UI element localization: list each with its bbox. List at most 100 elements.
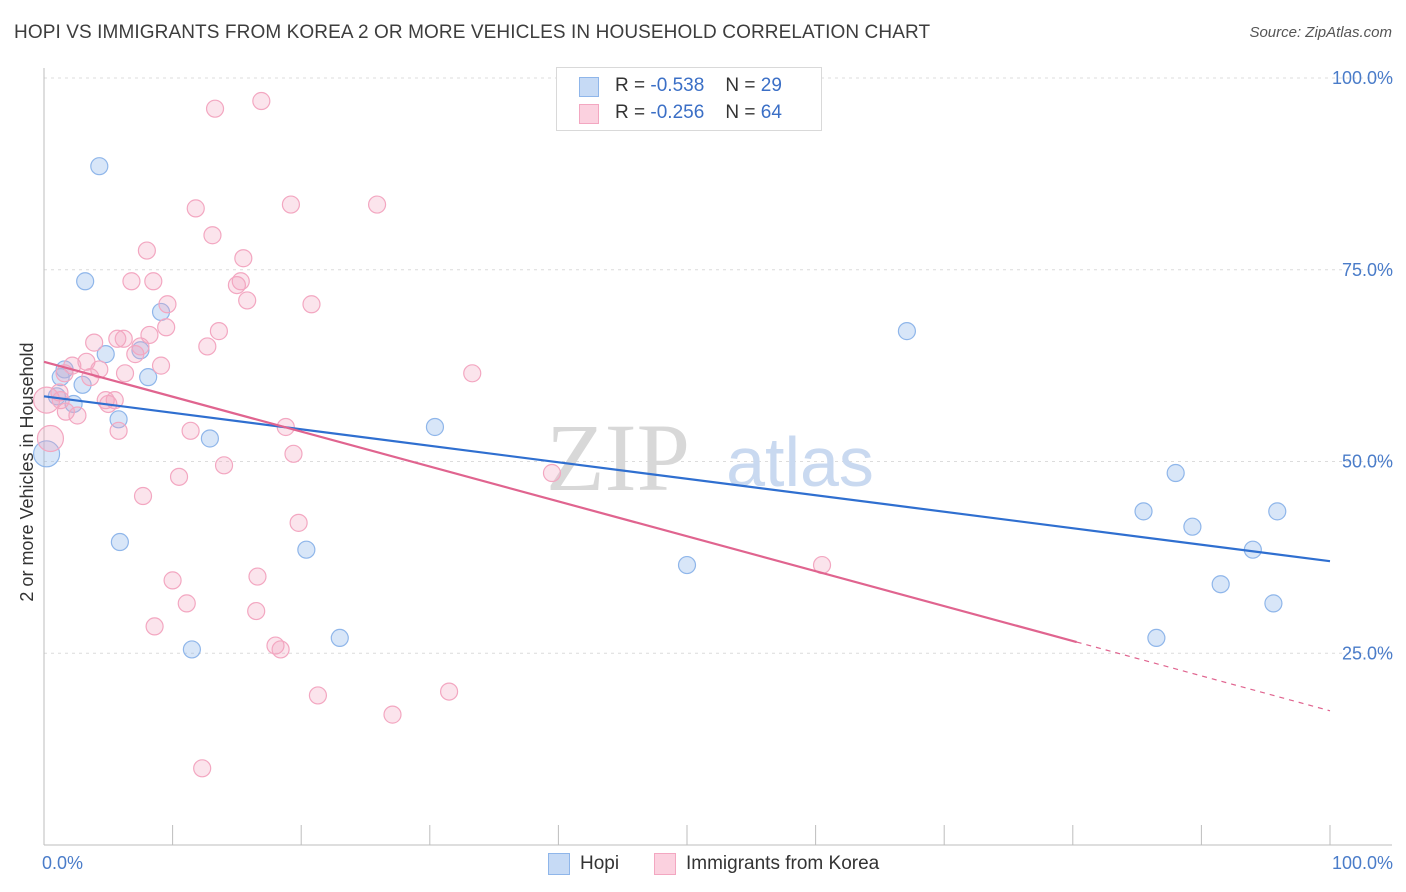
source-label: Source: ZipAtlas.com xyxy=(1249,24,1392,41)
bottom-legend-hopi: Hopi xyxy=(548,852,638,876)
stats-legend: R = -0.538 N = 29 R = -0.256 N = 64 xyxy=(556,67,822,131)
point-korea xyxy=(109,421,128,440)
bottom-legend-swatch-hopi xyxy=(548,853,570,875)
point-hopi xyxy=(32,440,61,468)
point-korea xyxy=(151,356,171,375)
point-korea xyxy=(158,295,177,314)
point-korea xyxy=(68,406,87,425)
point-korea xyxy=(108,329,127,348)
watermark-atlas: atlas xyxy=(726,423,874,501)
point-korea xyxy=(140,325,159,345)
point-korea xyxy=(271,640,290,659)
axis-labels: 25.0% 50.0% 75.0% 100.0% 0.0% 100.0% 2 or more… xyxy=(17,68,1393,873)
chart-title: HOPI VS IMMIGRANTS FROM KOREA 2 OR MORE … xyxy=(14,22,931,43)
point-hopi xyxy=(90,157,109,176)
point-korea xyxy=(203,226,222,245)
bottom-legend-label-hopi: Hopi xyxy=(580,853,620,874)
point-hopi xyxy=(139,368,158,387)
point-hopi xyxy=(110,532,129,552)
point-korea xyxy=(463,364,482,383)
legend-r-value-hopi: -0.538 xyxy=(650,75,705,96)
point-korea xyxy=(308,686,328,705)
legend-r-label: R = xyxy=(615,75,646,96)
point-korea xyxy=(281,195,301,214)
x-tick-label: 100.0% xyxy=(1332,853,1393,873)
legend-swatch-korea xyxy=(579,104,599,124)
point-korea xyxy=(163,571,182,590)
trend-line-korea xyxy=(43,360,1077,644)
axes xyxy=(43,68,1392,846)
point-korea xyxy=(114,329,133,348)
point-korea xyxy=(186,199,205,218)
point-korea xyxy=(169,467,189,486)
point-hopi xyxy=(897,322,917,341)
point-hopi xyxy=(182,640,201,659)
point-hopi xyxy=(330,628,349,648)
trend-line-extension-korea xyxy=(1076,641,1331,712)
legend-n-value-korea: 64 xyxy=(760,102,782,123)
y-tick-label: 100.0% xyxy=(1332,68,1393,88)
point-korea xyxy=(284,444,303,463)
point-korea xyxy=(157,318,176,337)
point-hopi xyxy=(1211,575,1230,594)
point-hopi xyxy=(297,540,316,559)
legend-swatch-hopi xyxy=(579,77,599,97)
watermark-zip: ZIP xyxy=(546,404,690,511)
y-tick-label: 50.0% xyxy=(1342,452,1393,472)
point-korea xyxy=(289,513,308,532)
data-points xyxy=(32,91,1287,778)
point-korea xyxy=(234,249,253,268)
legend-n-label: N = xyxy=(725,102,756,123)
point-hopi xyxy=(1183,517,1202,536)
y-tick-label: 25.0% xyxy=(1342,643,1393,663)
point-korea xyxy=(193,759,212,778)
bottom-legend-korea: Immigrants from Korea xyxy=(654,852,914,876)
trend-lines xyxy=(43,360,1331,712)
point-korea xyxy=(36,424,65,453)
point-korea xyxy=(122,272,141,291)
point-korea xyxy=(248,567,267,586)
point-korea xyxy=(137,241,156,260)
point-korea xyxy=(32,386,61,414)
point-hopi xyxy=(677,555,697,575)
point-korea xyxy=(209,322,228,341)
point-korea xyxy=(177,594,196,613)
point-korea xyxy=(205,99,225,118)
watermark: ZIP atlas xyxy=(546,404,874,511)
point-korea xyxy=(231,272,250,291)
point-korea xyxy=(145,617,164,636)
point-korea xyxy=(133,486,153,506)
point-hopi xyxy=(425,417,445,437)
point-korea xyxy=(181,421,200,440)
point-hopi xyxy=(1166,463,1185,483)
point-hopi xyxy=(96,345,115,364)
point-korea xyxy=(56,402,75,421)
point-korea xyxy=(302,295,321,314)
point-korea xyxy=(238,291,257,310)
point-korea xyxy=(439,682,459,701)
point-korea xyxy=(247,601,266,621)
y-axis-label: 2 or more Vehicles in Household xyxy=(17,342,37,601)
point-korea xyxy=(85,333,104,352)
legend-n-label: N = xyxy=(725,75,756,96)
point-hopi xyxy=(1134,502,1153,521)
grid-lines xyxy=(44,77,1392,654)
trend-line-hopi xyxy=(43,395,1331,563)
point-korea xyxy=(542,463,562,483)
point-korea xyxy=(198,337,217,356)
point-korea xyxy=(367,195,387,214)
bottom-legend-label-korea: Immigrants from Korea xyxy=(686,853,880,874)
point-hopi xyxy=(1264,594,1283,613)
legend-r-value-korea: -0.256 xyxy=(650,102,705,123)
point-korea xyxy=(214,456,234,475)
point-hopi xyxy=(1268,502,1287,521)
point-korea xyxy=(252,91,271,111)
point-hopi xyxy=(1147,628,1166,648)
point-hopi xyxy=(200,429,219,448)
legend-n-value-hopi: 29 xyxy=(760,75,782,96)
legend-r-label: R = xyxy=(615,102,646,123)
bottom-legend-swatch-korea xyxy=(654,853,676,875)
y-tick-label: 75.0% xyxy=(1342,260,1393,280)
point-hopi xyxy=(73,375,92,394)
